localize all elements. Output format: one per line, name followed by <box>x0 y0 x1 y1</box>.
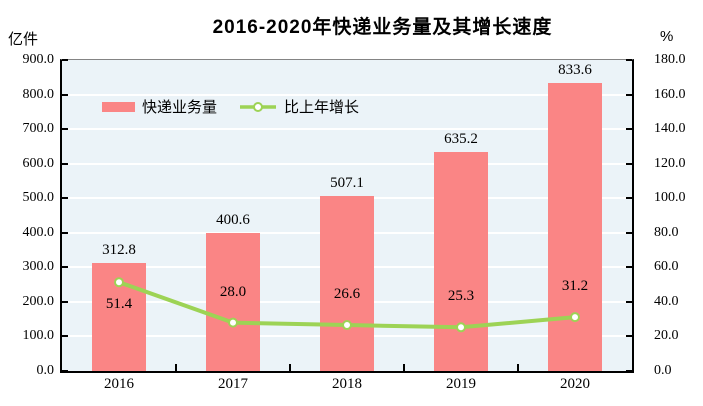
x-axis-label-2016: 2016 <box>104 376 134 392</box>
right-axis-tick-labels: 0.0 20.0 40.0 60.0 80.0 100.0 120.0 140.0 160.0 1… <box>654 0 703 406</box>
right-axis-tick <box>626 162 632 165</box>
line-value-label: 51.4 <box>105 296 133 313</box>
bar-series-swatch <box>102 101 135 112</box>
left-axis-tick-label: 700.0 <box>22 121 55 137</box>
line-value-label: 26.6 <box>333 286 361 303</box>
legend-item-growth: 比上年增长 <box>239 96 359 117</box>
legend-item-volume: 快递业务量 <box>102 96 217 117</box>
gridline <box>62 93 632 96</box>
bar-value-label: 833.6 <box>558 61 592 78</box>
left-axis-tick <box>62 93 68 96</box>
left-axis-tick <box>62 266 68 269</box>
right-axis-tick-label: 60.0 <box>654 259 679 275</box>
plot-area: 快递业务量 比上年增长 312.8 400.6 507.1 635.2 833.6 51.… <box>60 59 634 373</box>
left-axis-tick-label: 400.0 <box>22 224 55 240</box>
right-axis-tick <box>626 300 632 303</box>
x-axis-tick <box>403 364 405 371</box>
left-axis-unit: 亿件 <box>8 31 39 48</box>
chart-title: 2016-2020年快递业务量及其增长速度 <box>212 17 553 38</box>
bar-value-label: 507.1 <box>330 174 364 191</box>
line-value-label: 28.0 <box>219 283 247 300</box>
right-axis-tick <box>626 128 632 131</box>
bar-2018 <box>320 195 374 371</box>
x-axis-tick <box>289 364 291 371</box>
bar-2020 <box>548 82 602 371</box>
right-axis-tick <box>626 370 632 372</box>
right-axis-tick <box>626 231 632 234</box>
right-axis-tick-label: 120.0 <box>654 155 686 171</box>
x-axis-tick <box>517 364 519 371</box>
right-axis-tick <box>626 335 632 338</box>
x-axis-label-2017: 2017 <box>218 376 248 392</box>
right-axis-tick-label: 180.0 <box>654 52 686 67</box>
left-axis-tick-label: 600.0 <box>22 155 55 171</box>
left-axis-tick-label: 800.0 <box>22 86 55 102</box>
right-axis-tick-label: 20.0 <box>654 328 679 344</box>
left-axis-tick <box>62 335 68 338</box>
left-axis-tick-label: 100.0 <box>22 328 55 344</box>
bar-value-label: 312.8 <box>102 241 136 258</box>
left-axis-tick-label: 500.0 <box>22 190 55 206</box>
left-axis-tick-label: 300.0 <box>22 259 55 275</box>
line-value-label: 25.3 <box>447 288 475 305</box>
bar-value-label: 400.6 <box>216 211 250 228</box>
right-axis-tick <box>626 266 632 269</box>
data-point-marker <box>570 312 580 323</box>
right-axis-tick <box>626 59 632 61</box>
chart-legend: 快递业务量 比上年增长 <box>102 96 359 117</box>
gridline <box>62 128 632 131</box>
right-axis-tick-label: 100.0 <box>654 190 686 206</box>
right-axis-tick-label: 0.0 <box>654 363 672 378</box>
line-series-swatch <box>240 101 277 112</box>
left-axis-tick <box>62 59 68 61</box>
right-axis-tick-label: 140.0 <box>654 121 686 137</box>
left-axis-tick-labels: 0.0 100.0 200.0 300.0 400.0 500.0 600.0 700.0 80… <box>0 0 55 406</box>
left-axis-tick <box>62 128 68 131</box>
x-axis-label-2020: 2020 <box>560 376 590 392</box>
left-axis-tick-label: 900.0 <box>22 52 55 67</box>
x-axis-label-2018: 2018 <box>332 376 362 392</box>
x-axis-labels: 2016 2017 2018 2019 2020 <box>0 376 703 396</box>
left-axis-tick <box>62 300 68 303</box>
gridline <box>62 162 632 165</box>
right-axis-tick-label: 40.0 <box>654 293 679 309</box>
left-axis-tick-label: 0.0 <box>36 363 55 378</box>
left-axis-tick <box>62 231 68 234</box>
data-point-marker <box>228 317 238 328</box>
x-axis-tick <box>175 364 177 371</box>
left-axis-tick <box>62 162 68 165</box>
right-axis-tick <box>626 93 632 96</box>
right-axis-tick-label: 80.0 <box>654 224 679 240</box>
legend-label-growth: 比上年增长 <box>284 100 360 116</box>
left-axis-tick <box>62 197 68 200</box>
right-axis-tick-label: 160.0 <box>654 86 686 102</box>
bar-value-label: 635.2 <box>444 130 478 147</box>
right-axis-unit: % <box>660 28 674 45</box>
x-axis-label-2019: 2019 <box>446 376 476 392</box>
data-point-marker <box>456 322 466 333</box>
left-axis-tick-label: 200.0 <box>22 293 55 309</box>
legend-label-volume: 快递业务量 <box>142 100 218 116</box>
growth-line <box>114 277 580 333</box>
data-point-marker <box>342 320 352 331</box>
bar-2017 <box>206 232 260 371</box>
bar-2019 <box>434 151 488 371</box>
right-axis-tick <box>626 197 632 200</box>
data-point-marker <box>114 277 124 288</box>
left-axis-tick <box>62 370 68 372</box>
line-value-label: 31.2 <box>561 278 589 295</box>
